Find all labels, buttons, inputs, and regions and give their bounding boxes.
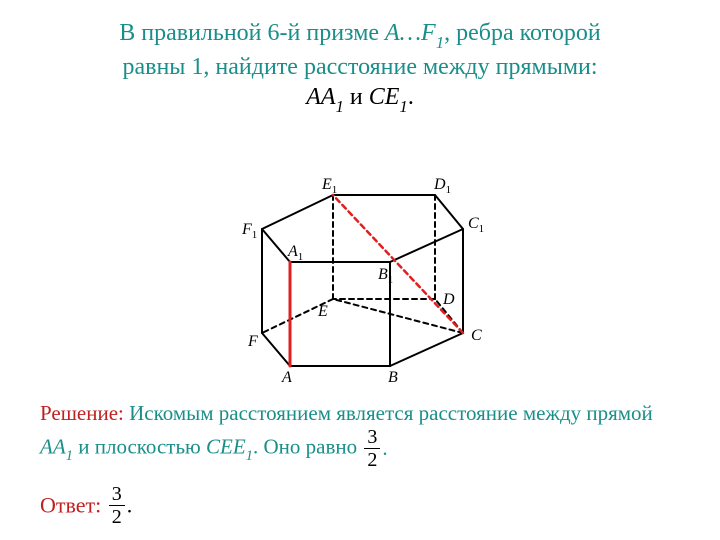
solution-frac-den: 2 [364, 450, 380, 470]
answer-lead: Ответ: [40, 492, 101, 517]
svg-text:E: E [317, 303, 328, 320]
problem-math1-sub: 1 [436, 33, 444, 52]
svg-text:C1: C1 [468, 215, 484, 235]
svg-text:F1: F1 [241, 221, 257, 241]
svg-text:D1: D1 [433, 176, 451, 196]
slide-root: В правильной 6-й призме A…F1, ребра кото… [0, 0, 720, 540]
svg-text:D: D [442, 291, 455, 308]
problem-line3-mid: и [344, 84, 369, 110]
problem-statement: В правильной 6-й призме A…F1, ребра кото… [40, 18, 680, 116]
solution-m1-sub: 1 [66, 448, 73, 464]
problem-line3-a-sub: 1 [336, 97, 344, 116]
solution-frac: 32 [364, 427, 380, 470]
svg-text:E1: E1 [321, 176, 337, 196]
answer-frac-den: 2 [109, 507, 125, 527]
problem-line1-post: , ребра которой [444, 20, 601, 46]
problem-line1-pre: В правильной 6-й призме [119, 20, 385, 46]
solution-block: Решение: Искомым расстоянием является ра… [40, 400, 680, 470]
problem-line3-b: CE [369, 84, 400, 110]
solution-m2-sub: 1 [246, 448, 253, 464]
answer-block: Ответ: 32. [40, 484, 680, 527]
problem-line3-end: . [408, 84, 414, 110]
solution-text3: . Оно равно [253, 434, 362, 458]
solution-m1: AA [40, 434, 66, 458]
problem-line3-a: AA [306, 84, 335, 110]
problem-math1: A…F [385, 20, 436, 46]
svg-text:A: A [281, 369, 292, 386]
solution-text4: . [382, 436, 387, 460]
solution-text1: Искомым расстоянием является расстояние … [124, 401, 653, 425]
prism-figure: ABCDEFA1B1C1D1E1F1 [190, 126, 530, 386]
solution-m2: CEE [206, 434, 246, 458]
solution-text2: и плоскостью [73, 434, 206, 458]
answer-frac-num: 3 [109, 484, 125, 504]
svg-text:C: C [471, 327, 482, 344]
problem-line3-b-sub: 1 [399, 97, 407, 116]
solution-lead: Решение: [40, 401, 124, 425]
problem-line2: равны 1, найдите расстояние между прямым… [122, 54, 597, 80]
answer-frac: 32 [109, 484, 125, 527]
solution-frac-num: 3 [364, 427, 380, 447]
answer-tail: . [127, 492, 133, 517]
svg-text:B: B [388, 369, 398, 386]
svg-text:F: F [247, 333, 258, 350]
